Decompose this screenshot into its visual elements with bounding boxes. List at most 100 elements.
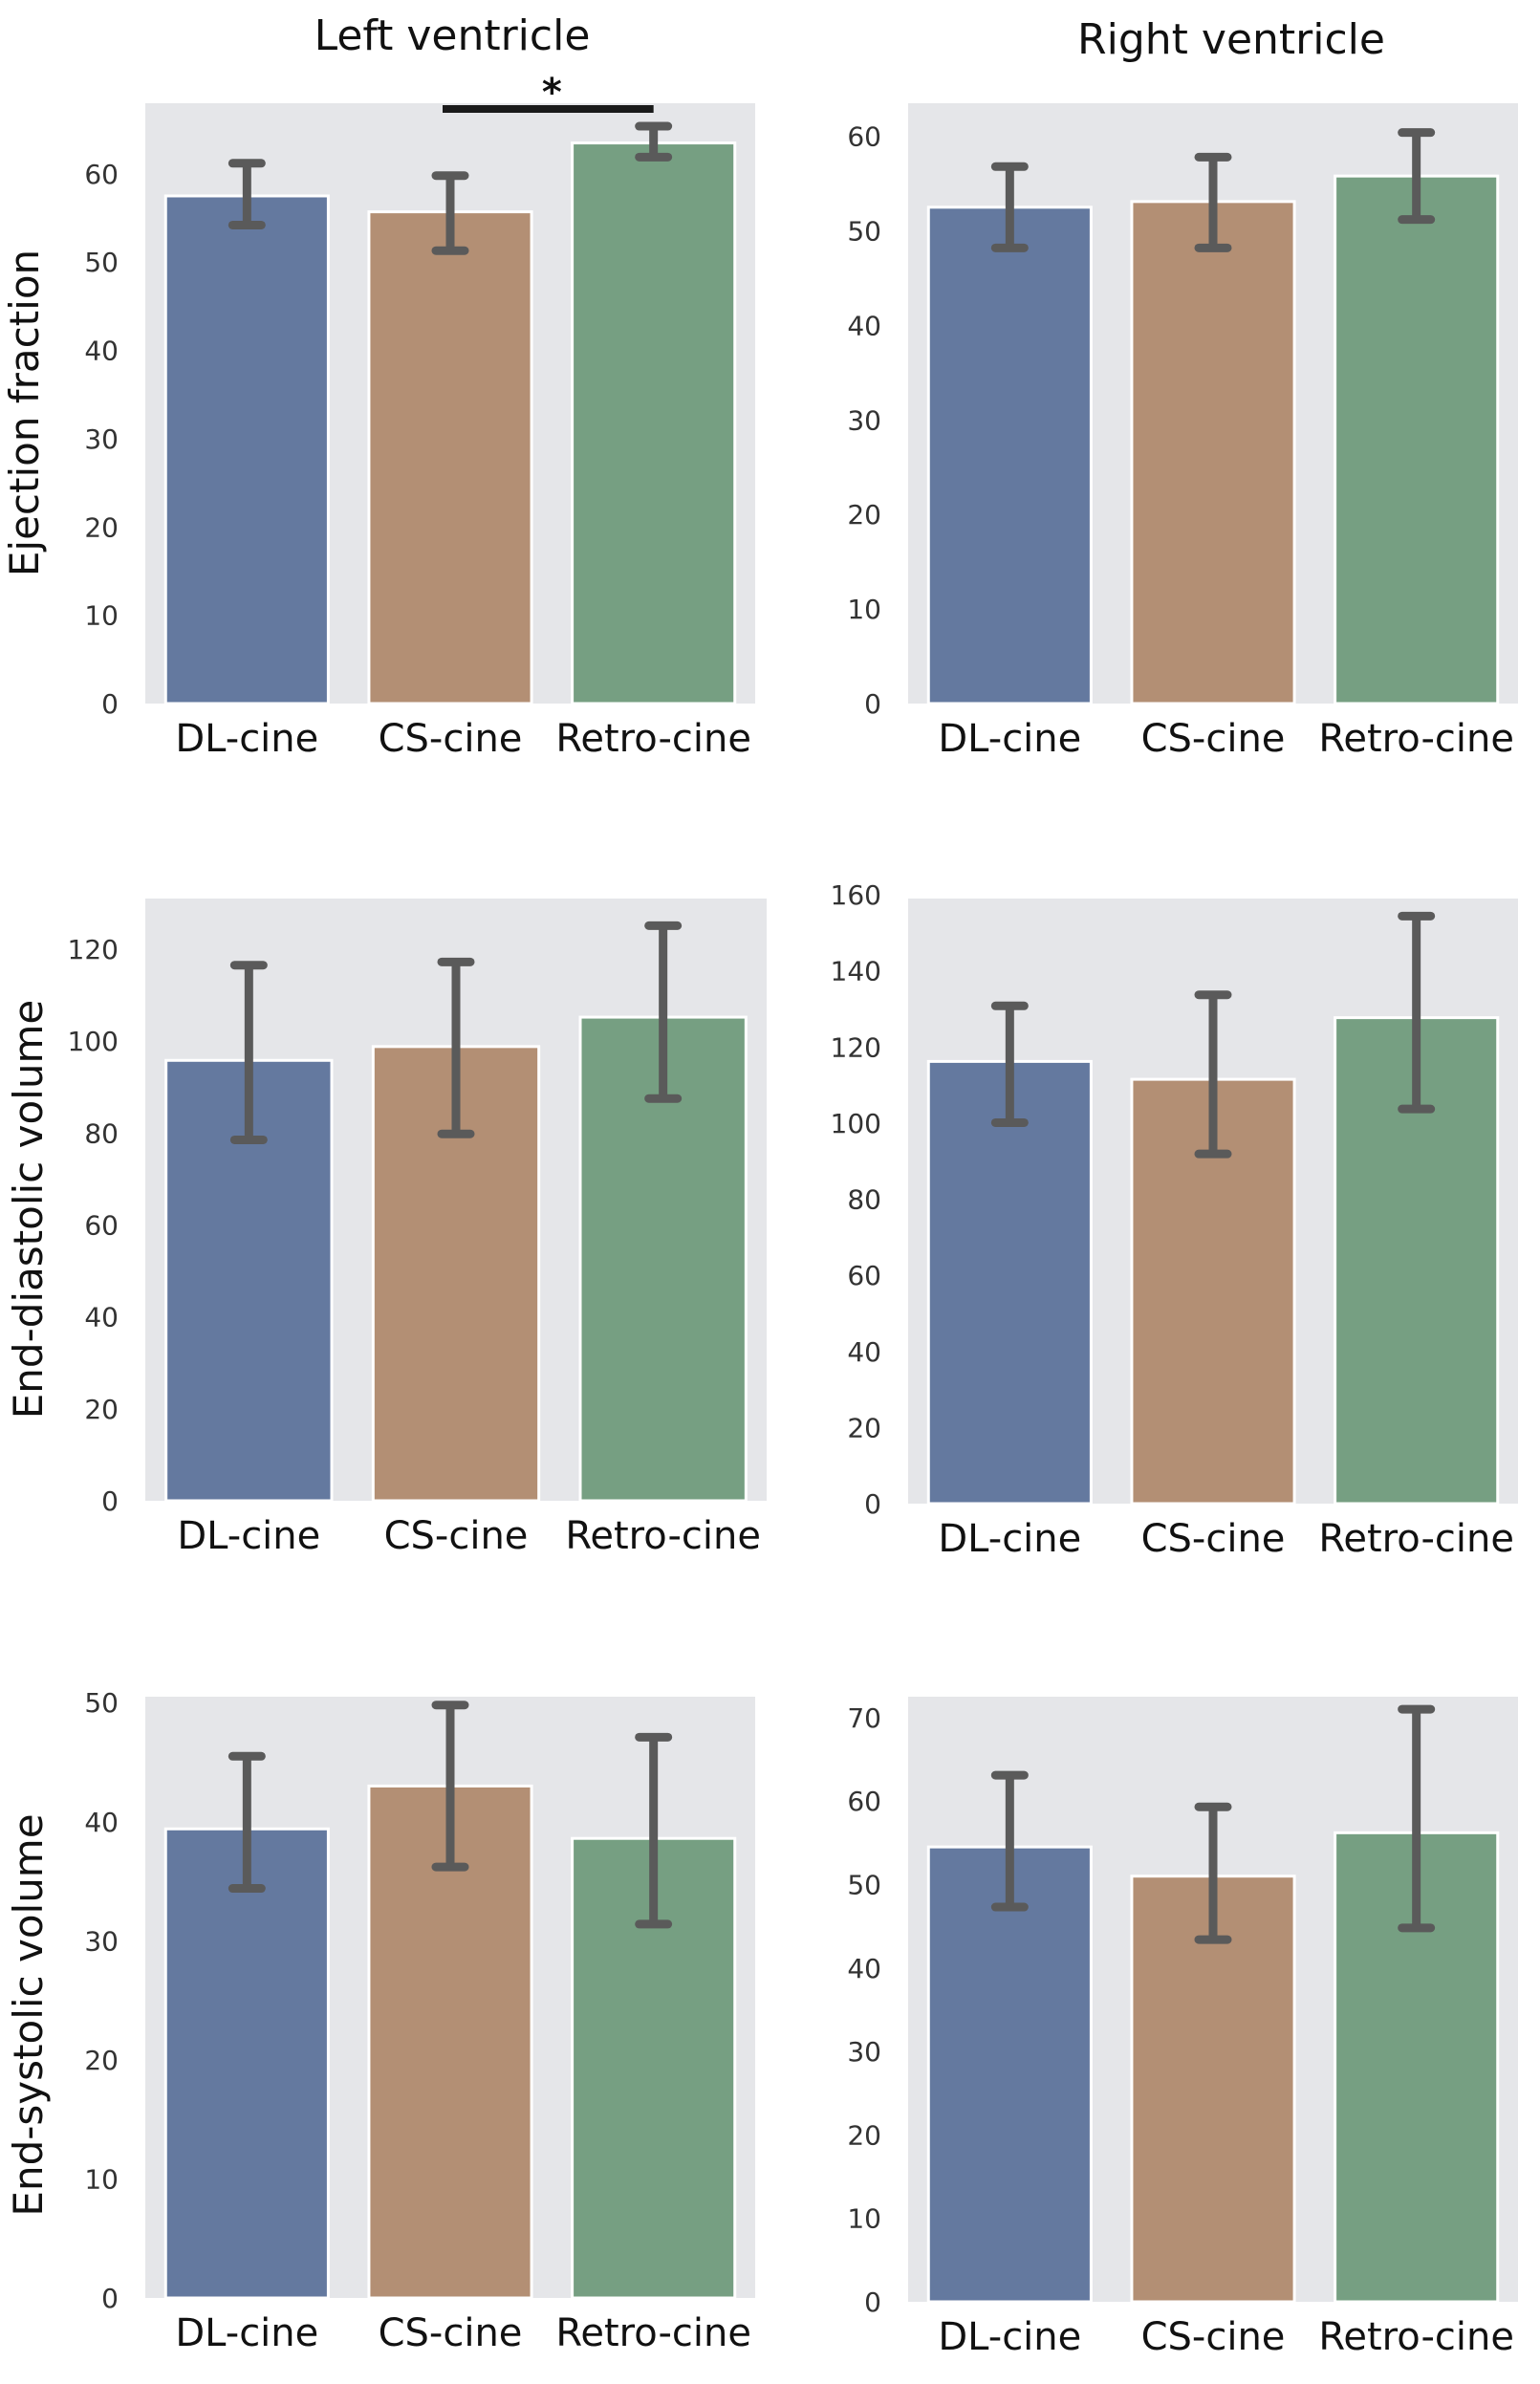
error-bar-cs-cine [1194, 152, 1232, 252]
error-bar-dl-cine [990, 1001, 1029, 1127]
y-tick-label: 120 [831, 1031, 881, 1063]
y-tick-label: 10 [847, 594, 881, 625]
x-tick-label-cs-cine: CS-cine [379, 717, 523, 761]
error-bar-cs-cine [431, 1701, 469, 1872]
y-tick-label: 0 [101, 2283, 119, 2314]
error-bar-retro-cine [1398, 128, 1436, 225]
x-tick-label-dl-cine: DL-cine [938, 1517, 1081, 1561]
bar-cs-cine [1130, 1875, 1296, 2304]
bar-dl-cine [163, 194, 330, 705]
x-tick-label-cs-cine: CS-cine [1141, 2315, 1286, 2359]
error-bar-retro-cine [635, 121, 673, 162]
y-tick-label: 30 [84, 423, 119, 455]
error-bar-retro-cine [1398, 911, 1436, 1114]
bar-cs-cine [367, 210, 533, 705]
y-tick-label: 20 [847, 1412, 881, 1443]
bar-retro-cine [1334, 174, 1500, 705]
column-title-right-ventricle: Right ventricle [1077, 15, 1385, 64]
x-tick-label-cs-cine: CS-cine [1141, 1517, 1286, 1561]
error-bar-cs-cine [437, 957, 475, 1138]
bar-dl-cine [163, 1827, 330, 2300]
x-tick-label-retro-cine: Retro-cine [1318, 717, 1514, 761]
y-tick-label: 10 [847, 2203, 881, 2235]
y-tick-label: 50 [84, 247, 119, 278]
row-label-end-systolic-volume: End-systolic volume [5, 1813, 52, 2216]
y-tick-label: 20 [847, 499, 881, 531]
y-tick-label: 60 [847, 121, 881, 153]
y-tick-label: 20 [84, 1394, 119, 1425]
x-tick-label-dl-cine: DL-cine [938, 717, 1081, 761]
error-bar-dl-cine [990, 162, 1029, 252]
x-tick-label-retro-cine: Retro-cine [1318, 2315, 1514, 2359]
y-tick-label: 40 [84, 1302, 119, 1333]
y-tick-label: 70 [847, 1702, 881, 1734]
y-tick-label: 50 [847, 1869, 881, 1900]
y-tick-label: 40 [847, 1953, 881, 1984]
chart-panels: 0 10 20 30 40 50 60 DL-cine CS-cine Retro-cine * 0 1… [68, 71, 1518, 2359]
x-tick-label-dl-cine: DL-cine [175, 2311, 318, 2355]
chart-panel-lv-ef: 0 10 20 30 40 50 60 DL-cine CS-cine Retro-cine * [84, 71, 755, 761]
x-tick-label-dl-cine: DL-cine [938, 2315, 1081, 2359]
row-label-end-diastolic-volume: End-diastolic volume [5, 1000, 52, 1419]
y-tick-label: 60 [84, 1209, 119, 1241]
x-tick-label-cs-cine: CS-cine [1141, 717, 1286, 761]
x-tick-label-dl-cine: DL-cine [175, 717, 318, 761]
y-tick-label: 0 [864, 1488, 881, 1520]
error-bar-cs-cine [1194, 990, 1232, 1159]
chart-panel-rv-edv: 0 20 40 60 80 100 120 140 160 DL-cine CS-cine Retro… [831, 879, 1518, 1561]
y-tick-label: 140 [831, 956, 881, 987]
y-tick-label: 20 [84, 511, 119, 543]
error-bar-dl-cine [228, 1751, 266, 1894]
error-bar-retro-cine [644, 921, 683, 1103]
chart-panel-lv-esv: 0 10 20 30 40 50 DL-cine CS-cine Retro-cine [84, 1687, 755, 2355]
chart-panel-lv-edv: 0 20 40 60 80 100 120 DL-cine CS-cine Retro-cine [68, 899, 767, 1558]
y-tick-label: 0 [101, 688, 119, 720]
y-tick-label: 30 [847, 404, 881, 436]
y-tick-label: 0 [864, 2286, 881, 2318]
error-bar-dl-cine [229, 961, 268, 1144]
y-tick-label: 0 [864, 688, 881, 720]
y-tick-label: 10 [84, 600, 119, 632]
y-tick-label: 20 [84, 2045, 119, 2076]
bar-dl-cine [926, 1059, 1093, 1506]
x-tick-label-retro-cine: Retro-cine [565, 1514, 761, 1558]
column-title-left-ventricle: Left ventricle [315, 11, 591, 60]
error-bar-retro-cine [635, 1732, 673, 1929]
bar-dl-cine [926, 206, 1093, 705]
bar-cs-cine [1130, 200, 1296, 705]
error-bar-dl-cine [228, 159, 266, 229]
bar-retro-cine [571, 141, 737, 705]
y-tick-label: 120 [68, 934, 119, 965]
x-tick-label-retro-cine: Retro-cine [555, 2311, 751, 2355]
chart-panel-rv-ef: 0 10 20 30 40 50 60 DL-cine CS-cine Retro-cine [847, 103, 1518, 761]
y-tick-label: 40 [84, 1807, 119, 1838]
x-tick-label-retro-cine: Retro-cine [1318, 1517, 1514, 1561]
y-tick-label: 30 [847, 2036, 881, 2068]
error-bar-dl-cine [990, 1770, 1029, 1912]
y-tick-label: 20 [847, 2119, 881, 2151]
x-tick-label-cs-cine: CS-cine [379, 2311, 523, 2355]
chart-panel-rv-esv: 0 10 20 30 40 50 60 70 DL-cine CS-cine Retro-cine [847, 1697, 1518, 2359]
y-tick-label: 80 [847, 1184, 881, 1216]
row-label-ejection-fraction: Ejection fraction [1, 249, 48, 576]
error-bar-cs-cine [431, 171, 469, 255]
significance-star: * [542, 71, 562, 115]
y-tick-label: 50 [847, 216, 881, 248]
y-tick-label: 80 [84, 1117, 119, 1149]
bar-dl-cine [926, 1845, 1093, 2304]
y-tick-label: 160 [831, 879, 881, 911]
y-tick-label: 40 [847, 310, 881, 341]
y-tick-label: 60 [847, 1786, 881, 1817]
y-tick-label: 30 [84, 1925, 119, 1957]
error-bar-retro-cine [1398, 1704, 1436, 1933]
y-tick-label: 10 [84, 2163, 119, 2195]
y-tick-label: 60 [847, 1260, 881, 1291]
y-tick-label: 50 [84, 1687, 119, 1719]
y-tick-label: 40 [84, 336, 119, 367]
x-tick-label-cs-cine: CS-cine [384, 1514, 529, 1558]
y-tick-label: 100 [831, 1108, 881, 1139]
y-tick-label: 0 [101, 1485, 119, 1517]
y-tick-label: 40 [847, 1336, 881, 1368]
x-tick-label-retro-cine: Retro-cine [555, 717, 751, 761]
